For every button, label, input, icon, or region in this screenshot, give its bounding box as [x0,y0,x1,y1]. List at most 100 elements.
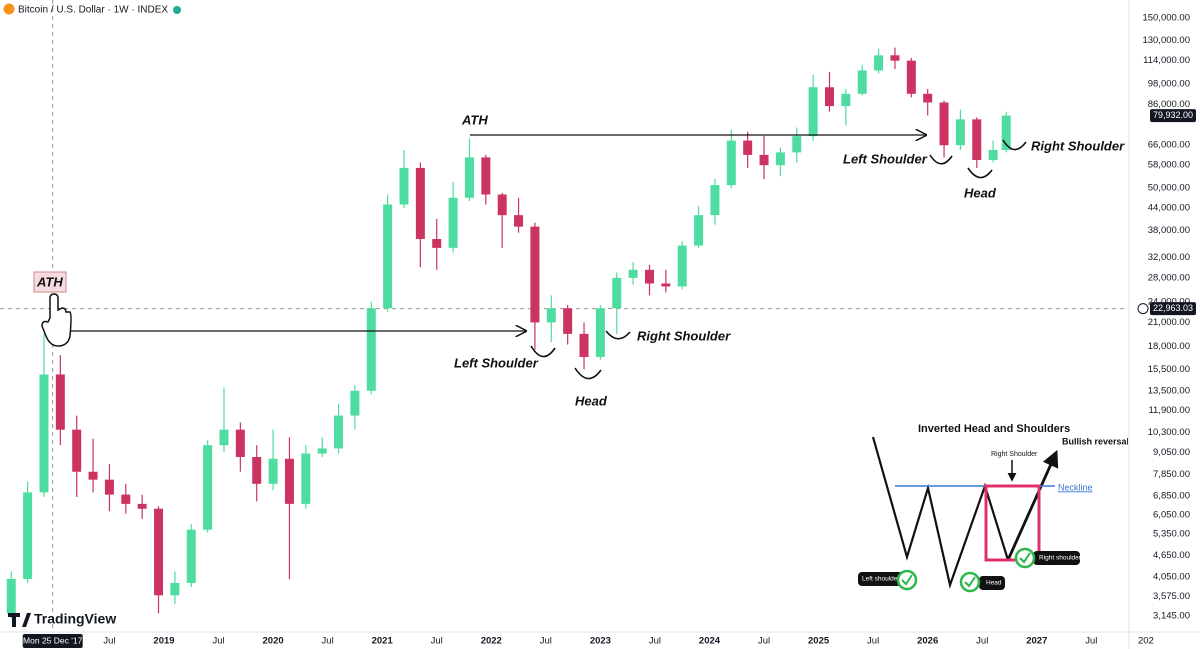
check-mark [901,574,913,586]
status-dot [173,6,181,14]
logo-text: TradingView [34,611,116,627]
y-tick-label: 4,050.00 [1153,572,1190,583]
inset-title: Inverted Head and Shoulders [918,423,1070,435]
y-tick-label: 6,850.00 [1153,490,1190,501]
candle-body [955,119,965,146]
annotation: Head [964,185,997,200]
x-tick-label: Jul [758,636,770,647]
y-tick-label: 5,350.00 [1153,529,1190,540]
x-tick-label: Jul [649,636,661,647]
hand-icon [41,293,72,347]
candle-body [595,308,605,357]
check-mark [964,576,976,588]
y-tick-label: 4,650.00 [1153,550,1190,561]
crosshair-plus [1137,303,1149,315]
y-tick-label: 6,050.00 [1153,509,1190,520]
candle-body [235,429,245,457]
y-tick-label: 3,145.00 [1153,611,1190,622]
chart-title: Bitcoin / U.S. Dollar · 1W · INDEX [18,5,168,16]
x-tick-label: 2020 [263,636,284,647]
y-tick-label: 9,050.00 [1153,447,1190,458]
candle-body [170,582,180,596]
candle-body [579,333,589,357]
candle-body [939,102,949,146]
candle-body [55,374,65,430]
y-tick-label: 114,000.00 [1143,55,1190,66]
breakout-arrow [1006,449,1059,561]
annotation: Left Shoulder [843,151,928,166]
candle-body [104,479,114,495]
annotation: Right Shoulder [637,328,731,343]
x-tick-label: Jul [540,636,552,647]
inset-label: Right shoulder [1039,555,1082,562]
check-icon [959,571,981,593]
crosshair-price-label: 22,963.03 [1153,303,1193,313]
annotation: ATH [461,112,488,127]
last-price-label: 79,932.00 [1153,110,1193,120]
y-tick-label: 44,000.00 [1148,202,1190,213]
y-tick-label: 15,500.00 [1148,364,1190,375]
y-tick-label: 3,575.00 [1153,591,1190,602]
inset-label: Bullish reversal [1062,436,1129,446]
crosshair-price-box [1150,302,1196,316]
x-tick-label: 2023 [590,636,611,647]
y-tick-label: 10,300.00 [1148,427,1190,438]
candle-body [366,308,376,391]
x-tick-label: Jul [976,636,988,647]
check-mark [1019,552,1031,564]
candle-body [563,308,573,334]
y-tick-label: 98,000.00 [1148,79,1190,90]
price-axis [1128,0,1200,649]
y-tick-label: 18,000.00 [1148,341,1190,352]
annotation: Head [575,393,608,408]
label-box [979,576,1005,590]
candle-body [383,204,393,309]
x-tick-label: 2026 [917,636,938,647]
candle-body [268,458,278,484]
candle-body [1001,115,1011,150]
label-box [858,572,904,586]
x-tick-label: 2025 [808,636,830,647]
inset-label: Neckline [1058,482,1093,492]
x-tick-label: 2027 [1026,636,1047,647]
candle-body [72,429,82,472]
label-box [1033,551,1080,565]
candle-body [186,529,196,583]
shoulder-curves [530,139,1027,380]
candle-body [301,453,311,504]
candle-body [726,140,736,186]
y-tick-label: 24,000.00 [1148,296,1190,307]
y-tick-label: 66,000.00 [1148,140,1190,151]
candle-body [284,458,294,504]
annotation: Left Shoulder [454,355,539,370]
y-tick-label: 86,000.00 [1148,99,1190,110]
inset-label: Head [986,580,1002,587]
candle-body [448,197,458,248]
candle-body [906,60,916,94]
candle-body [334,415,344,449]
candle-body [923,93,933,103]
candle-body [514,215,524,227]
coin-icon [3,3,15,15]
candle-body [874,55,884,71]
candle-body [694,215,704,246]
y-tick-label: 13,500.00 [1148,385,1190,396]
candle-body [6,579,16,614]
y-tick-label: 7,850.00 [1153,469,1190,480]
candle-body [841,93,851,107]
candle-body [988,149,998,160]
last-price-box [1150,109,1196,123]
candle-body [317,448,327,454]
x-tick-label: 202 [1138,636,1154,647]
candle-body [857,70,867,94]
candle-body [497,194,507,216]
candle-body [399,167,409,205]
x-tick-label: 2019 [153,636,174,647]
x-tick-label: Jul [1085,636,1097,647]
plot-area [0,0,1128,632]
pattern-line [871,436,1010,589]
candle-body [154,508,164,596]
highlight-box [984,484,1041,562]
